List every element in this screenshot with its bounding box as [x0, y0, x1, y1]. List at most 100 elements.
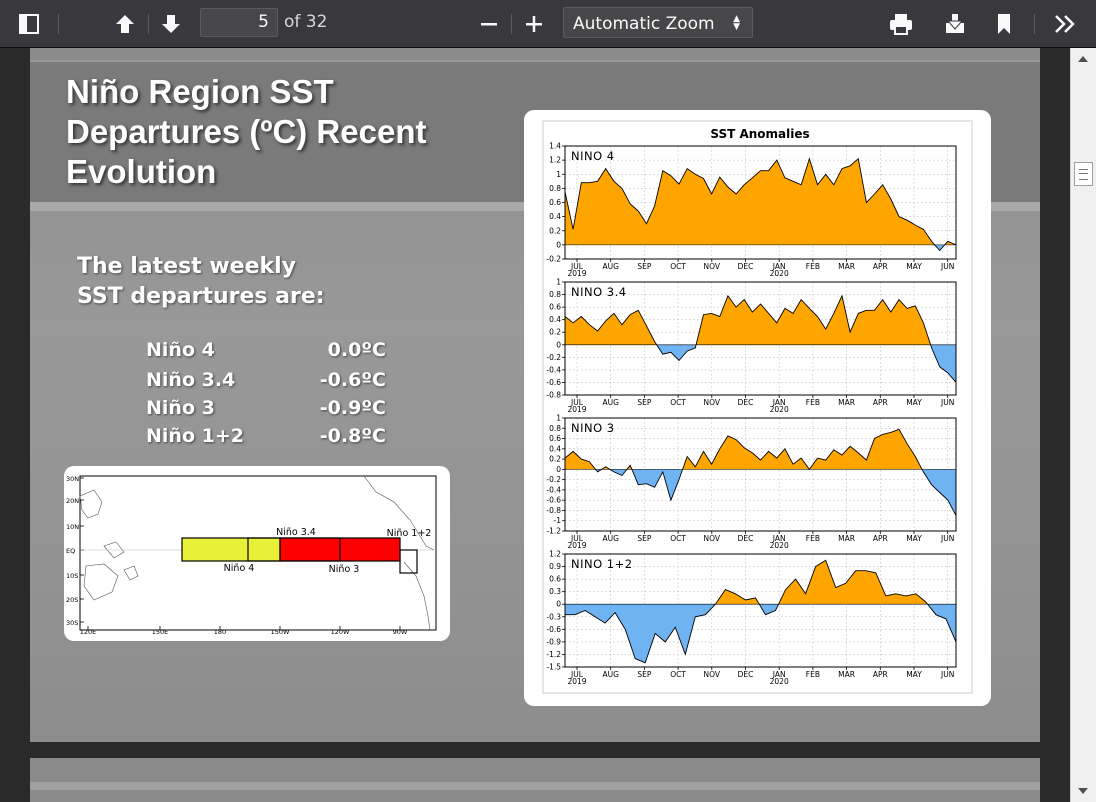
positive-anomaly-area: [565, 158, 956, 245]
print-button[interactable]: [886, 10, 916, 38]
zoom-in-button[interactable]: [521, 10, 547, 38]
x-tick-label: NOV: [704, 534, 721, 543]
year-label: 2019: [567, 269, 586, 278]
x-tick-label: AUG: [602, 670, 619, 679]
document-viewer[interactable]: Niño Region SST Departures (ºC) Recent E…: [0, 48, 1070, 802]
scroll-thumb[interactable]: [1074, 162, 1093, 186]
x-tick-label: JAN: [772, 398, 786, 407]
vertical-scrollbar[interactable]: [1070, 48, 1096, 802]
x-tick-label: FEB: [806, 262, 820, 271]
x-tick-label: NOV: [704, 670, 721, 679]
map-lat-label: 10S: [66, 572, 78, 580]
nino34-label: Niño 3.4: [276, 527, 316, 538]
y-tick-label: -0.2: [546, 353, 561, 362]
minus-icon: [481, 23, 497, 26]
x-tick-label: MAR: [838, 262, 855, 271]
x-tick-label: MAY: [906, 398, 922, 407]
series-line: [565, 559, 957, 664]
map-lat-label: 20N: [66, 497, 79, 505]
chart-panel: 10.80.60.4 0.20-0.2-0.4 -0.6-0.8-1 -1.2 NINO…: [546, 414, 957, 550]
zoom-out-button[interactable]: [476, 10, 502, 38]
tools-button[interactable]: [1050, 10, 1080, 38]
region-label: Niño 1+2: [146, 425, 244, 447]
year-label: 2020: [770, 269, 789, 278]
title-band: [30, 782, 1040, 790]
latest-label: The latest weekly SST departures are:: [77, 252, 325, 312]
sidebar-toggle-button[interactable]: [14, 10, 44, 38]
zoom-select[interactable]: Automatic Zoom ▲ ▼: [563, 7, 753, 38]
nino34-region: [247, 537, 341, 562]
landmass-americas: [363, 475, 435, 631]
map-lat-label: 30S: [66, 619, 78, 627]
panel-label: NINO 1+2: [571, 557, 633, 571]
y-tick-label: 1.2: [549, 550, 561, 559]
y-tick-label: -0.2: [546, 255, 561, 264]
map-lon-label: 150W: [271, 628, 290, 636]
map-lat-label: 20S: [66, 596, 78, 604]
scroll-up-arrow[interactable]: [1078, 56, 1088, 62]
region-value: -0.6ºC: [319, 369, 386, 391]
previous-page-button[interactable]: [110, 10, 140, 38]
y-tick-label: 0.4: [549, 315, 561, 324]
x-tick-label: MAY: [906, 262, 922, 271]
toolbar-separator: [1034, 14, 1035, 34]
x-tick-label: JUN: [940, 670, 954, 679]
x-tick-label: AUG: [602, 262, 619, 271]
scroll-down-arrow[interactable]: [1078, 788, 1088, 794]
x-tick-label: OCT: [670, 534, 686, 543]
sidebar-icon: [19, 14, 39, 34]
pdf-toolbar: 5 of 32 Automatic Zoom ▲ ▼: [0, 0, 1096, 48]
year-label: 2020: [770, 677, 789, 686]
y-tick-label: 0.8: [549, 290, 561, 299]
x-tick-label: APR: [873, 670, 888, 679]
x-tick-label: MAY: [906, 534, 922, 543]
page-count-label: of 32: [284, 12, 328, 32]
x-tick-label: MAR: [838, 670, 855, 679]
x-tick-label: APR: [873, 398, 888, 407]
x-tick-label: JAN: [772, 262, 786, 271]
x-tick-label: JUL: [570, 670, 584, 679]
y-tick-label: 0.9: [549, 562, 561, 571]
y-tick-label: 0: [556, 465, 561, 474]
y-tick-label: 0.8: [549, 184, 561, 193]
sst-anomalies-chart-card: SST Anomalies 1.4 1.2 1 0.8 0.6 0.4 0.2 0 -0.2 NIN…: [524, 110, 991, 706]
x-tick-label: OCT: [670, 398, 686, 407]
download-button[interactable]: [940, 10, 970, 38]
y-tick-label: -0.2: [546, 475, 561, 484]
x-tick-label: MAR: [838, 534, 855, 543]
y-tick-label: 0.6: [549, 575, 561, 584]
next-pdf-page: [30, 758, 1040, 802]
chart-panel: 1.2 0.9 0.6 0.3 0 -0.3 -0.6 -0.9 -1.2 -1.5 NINO 1+…: [546, 550, 957, 686]
x-tick-label: DEC: [738, 534, 754, 543]
x-tick-label: SEP: [637, 262, 651, 271]
y-tick-label: 0.4: [549, 444, 561, 453]
nino12-region: [399, 549, 418, 574]
bookmark-button[interactable]: [990, 10, 1018, 38]
nino3-label: Niño 3: [329, 564, 360, 575]
x-tick-label: JUL: [570, 534, 584, 543]
nino-regions-map-card: 120E 150E 180 150W 120W 90W 30N 20N 10N EQ 10S 20S 3…: [64, 466, 450, 641]
x-tick-label: DEC: [738, 670, 754, 679]
series-line: [564, 428, 957, 516]
y-tick-label: 1.4: [549, 142, 561, 151]
y-tick-label: 0.8: [549, 424, 561, 433]
region-label: Niño 4: [146, 339, 215, 361]
page-number-input[interactable]: 5: [200, 8, 278, 37]
y-tick-label: -0.8: [546, 506, 561, 515]
series-line: [564, 157, 957, 252]
next-page-button[interactable]: [156, 10, 186, 38]
x-tick-label: OCT: [670, 670, 686, 679]
nino-regions-map: 120E 150E 180 150W 120W 90W 30N 20N 10N EQ 10S 20S 3…: [66, 475, 437, 636]
y-tick-label: 1: [556, 170, 561, 179]
x-tick-label: MAR: [838, 398, 855, 407]
year-label: 2019: [567, 405, 586, 414]
x-tick-label: AUG: [602, 398, 619, 407]
y-tick-label: 0: [556, 600, 561, 609]
chevron-updown-icon: ▲ ▼: [733, 14, 740, 32]
map-lat-label: 10N: [66, 523, 79, 531]
y-tick-label: -0.6: [546, 496, 561, 505]
y-tick-label: -1.2: [546, 650, 561, 659]
panel-frame: [564, 417, 957, 532]
x-tick-label: SEP: [637, 670, 651, 679]
map-lon-label: 120E: [80, 628, 97, 636]
